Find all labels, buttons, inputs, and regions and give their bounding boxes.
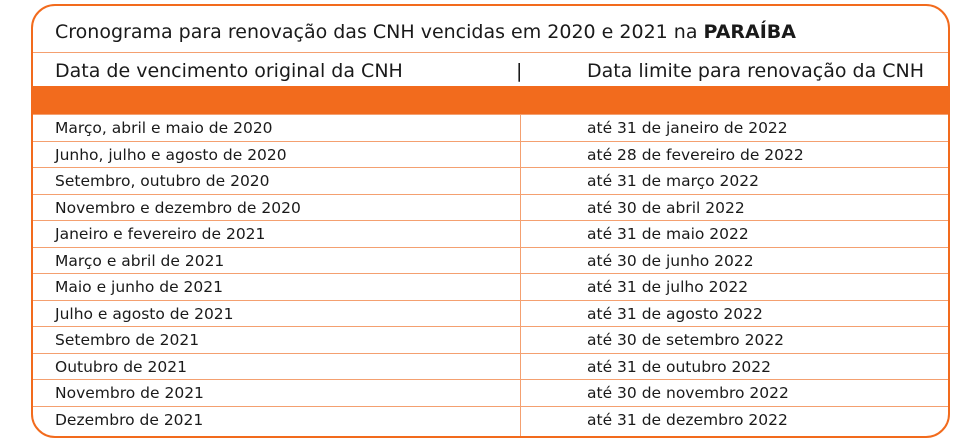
cell-renewal-limit: até 31 de julho 2022 <box>587 278 749 296</box>
cell-renewal-limit: até 31 de março 2022 <box>587 172 759 190</box>
cell-original-date: Março, abril e maio de 2020 <box>55 119 273 137</box>
cell-original-date: Novembro de 2021 <box>55 384 204 402</box>
table-row: Outubro de 2021 até 31 de outubro 2022 <box>33 352 948 380</box>
table-row: Maio e junho de 2021 até 31 de julho 2022 <box>33 273 948 300</box>
table-row: Setembro de 2021 até 30 de setembro 2022 <box>33 326 948 353</box>
cell-renewal-limit: até 28 de fevereiro de 2022 <box>587 145 804 164</box>
header-renewal-limit: Data limite para renovação da CNH <box>587 60 925 82</box>
cell-original-date: Junho, julho e agosto de 2020 <box>55 145 287 164</box>
cell-renewal-limit: até 31 de outubro 2022 <box>587 357 771 376</box>
table-header: Data de vencimento original da CNH | Dat… <box>33 52 948 86</box>
table-body: Março, abril e maio de 2020 até 31 de jan… <box>33 114 948 432</box>
table-row: Novembro de 2021 até 30 de novembro 2022 <box>33 379 948 406</box>
table-row: Dezembro de 2021 até 31 de dezembro 2022 <box>33 405 948 433</box>
cell-original-date: Maio e junho de 2021 <box>55 278 223 296</box>
cell-original-date: Julho e agosto de 2021 <box>55 304 234 323</box>
cell-original-date: Dezembro de 2021 <box>55 410 204 429</box>
schedule-table-frame: Cronograma para renovação das CNH vencid… <box>31 4 950 438</box>
cell-renewal-limit: até 31 de janeiro de 2022 <box>587 119 788 137</box>
cell-renewal-limit: até 31 de agosto 2022 <box>587 304 763 323</box>
cell-original-date: Novembro e dezembro de 2020 <box>55 198 301 217</box>
table-row: Novembro e dezembro de 2020 até 30 de abr… <box>33 193 948 221</box>
table-row: Junho, julho e agosto de 2020 até 28 de f… <box>33 140 948 168</box>
table-title: Cronograma para renovação das CNH vencid… <box>55 20 796 44</box>
cell-renewal-limit: até 30 de novembro 2022 <box>587 384 789 402</box>
header-original-date: Data de vencimento original da CNH <box>55 60 403 82</box>
cell-renewal-limit: até 30 de abril 2022 <box>587 198 745 217</box>
header-separator: | <box>516 60 523 82</box>
table-row: Setembro, outubro de 2020 até 31 de março… <box>33 167 948 194</box>
cell-original-date: Janeiro e fevereiro de 2021 <box>55 225 266 243</box>
cell-original-date: Setembro, outubro de 2020 <box>55 172 270 190</box>
cell-original-date: Setembro de 2021 <box>55 331 200 349</box>
table-row: Março, abril e maio de 2020 até 31 de jan… <box>33 114 948 141</box>
table-row: Julho e agosto de 2021 até 31 de agosto 2… <box>33 299 948 327</box>
cell-original-date: Outubro de 2021 <box>55 357 187 376</box>
column-divider <box>520 114 521 436</box>
cell-renewal-limit: até 31 de maio 2022 <box>587 225 749 243</box>
cell-renewal-limit: até 31 de dezembro 2022 <box>587 410 788 429</box>
cell-original-date: Março e abril de 2021 <box>55 251 225 270</box>
table-row: Março e abril de 2021 até 30 de junho 202… <box>33 246 948 274</box>
title-prefix: Cronograma para renovação das CNH vencid… <box>55 21 704 43</box>
cell-renewal-limit: até 30 de setembro 2022 <box>587 331 785 349</box>
cell-renewal-limit: até 30 de junho 2022 <box>587 251 754 270</box>
header-accent-bar <box>33 86 948 114</box>
table-row: Janeiro e fevereiro de 2021 até 31 de mai… <box>33 220 948 247</box>
title-state: PARAÍBA <box>703 21 796 43</box>
